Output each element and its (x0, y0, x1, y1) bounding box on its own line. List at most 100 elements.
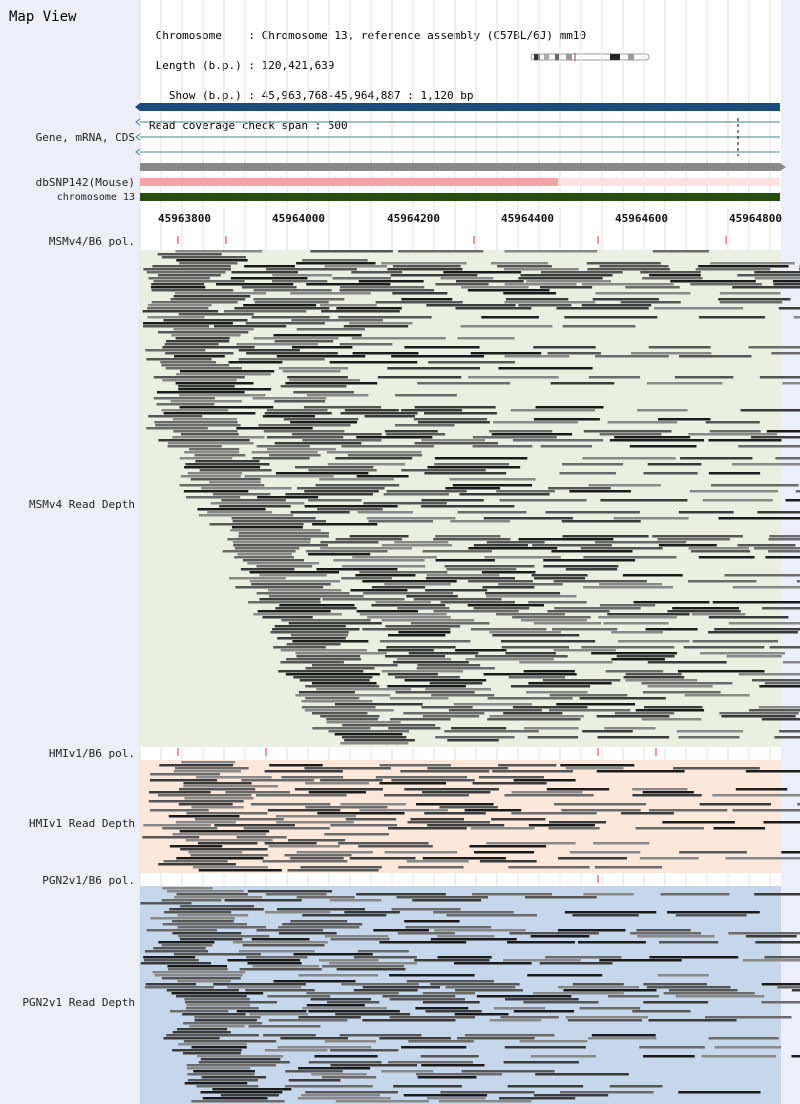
read-bar (725, 857, 800, 860)
read-bar (275, 815, 357, 818)
read-bar (565, 1016, 648, 1019)
read-bar (510, 409, 596, 412)
read-bar (246, 956, 308, 959)
read-bar (728, 622, 800, 625)
read-bar (200, 1058, 281, 1061)
read-bar (766, 430, 800, 433)
read-bar (169, 845, 223, 848)
read-bar (472, 445, 533, 448)
read-bar (227, 959, 301, 962)
read-bar (162, 379, 237, 382)
read-bar (262, 415, 315, 418)
read-bar (643, 1001, 709, 1004)
read-bar (340, 742, 409, 745)
read-bar (256, 445, 310, 448)
read-bar (198, 869, 282, 872)
read-bar (595, 292, 691, 295)
read-bar (562, 535, 649, 538)
read-bar (209, 481, 261, 484)
read-bar (640, 271, 701, 274)
read-bar (207, 511, 273, 514)
read-bar (251, 803, 331, 806)
read-bar (737, 274, 800, 277)
read-bar (299, 679, 370, 682)
read-bar (539, 962, 613, 965)
read-bar (270, 631, 349, 634)
read-bar (253, 298, 345, 301)
read-bar (569, 851, 641, 854)
read-bar (288, 1079, 341, 1082)
read-bar (223, 310, 307, 313)
read-bar (257, 610, 331, 613)
read-bar (167, 442, 254, 445)
read-bar (310, 998, 372, 1001)
read-bar (527, 736, 579, 739)
read-bar (305, 550, 388, 553)
read-bar (273, 646, 326, 649)
read-bar (712, 601, 800, 604)
read-bar (658, 544, 717, 547)
read-bar (395, 691, 475, 694)
read-bar (379, 640, 471, 643)
read-bar (161, 977, 241, 980)
read-bar (373, 929, 430, 932)
read-bar (187, 1073, 255, 1076)
read-bar (236, 427, 313, 430)
read-bar (143, 824, 211, 827)
read-bar (149, 791, 211, 794)
read-bar (581, 646, 675, 649)
read-bar (312, 712, 368, 715)
read-bar (535, 406, 604, 409)
read-bar (553, 803, 647, 806)
read-bar (591, 652, 678, 655)
read-bar (362, 628, 451, 631)
read-bar (781, 851, 800, 854)
read-bar (276, 821, 354, 824)
read-bar (368, 520, 434, 523)
read-bar (408, 1040, 474, 1043)
read-bar (528, 682, 612, 685)
read-bar (793, 316, 800, 319)
read-bar (163, 860, 228, 863)
read-bar (154, 421, 238, 424)
read-bar (164, 911, 232, 914)
read-bar (437, 935, 495, 938)
read-bar (561, 520, 641, 523)
read-bar (251, 583, 331, 586)
read-bar (170, 298, 246, 301)
read-bar (161, 944, 213, 947)
read-bar (237, 553, 292, 556)
read-bar (758, 706, 800, 709)
read-bar (367, 616, 451, 619)
read-bar (474, 851, 535, 854)
read-bar (750, 436, 800, 439)
read-bar (267, 995, 331, 998)
read-bar (533, 418, 600, 421)
read-bar (439, 806, 498, 809)
read-bar (292, 346, 353, 349)
read-bar (339, 289, 434, 292)
read-bar (668, 989, 738, 992)
read-bar (178, 803, 233, 806)
read-bar (174, 896, 262, 899)
read-bar (186, 1067, 251, 1070)
read-bar (547, 610, 610, 613)
read-bar (738, 445, 800, 448)
read-bar (366, 517, 456, 520)
read-bar (251, 316, 330, 319)
read-bar (700, 652, 786, 655)
read-bar (326, 451, 422, 454)
read-bar (295, 652, 387, 655)
read-bar (279, 604, 355, 607)
read-bar (505, 652, 556, 655)
read-bar (421, 505, 515, 508)
read-bar (643, 1055, 695, 1058)
read-bar (311, 682, 377, 685)
read-bar (560, 1091, 654, 1094)
read-bar (151, 301, 238, 304)
read-bar (257, 496, 319, 499)
read-bar (231, 517, 316, 520)
read-bar (278, 932, 337, 935)
